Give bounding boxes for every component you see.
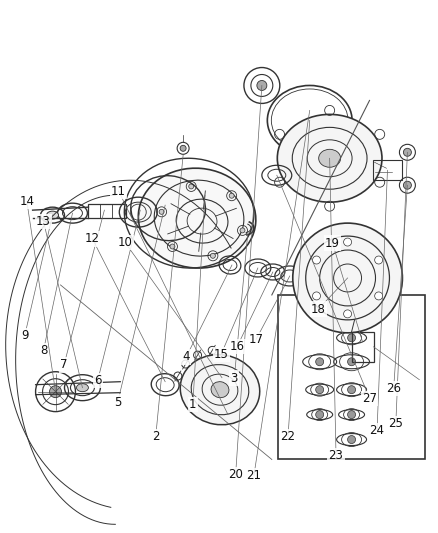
Circle shape: [374, 256, 383, 264]
Text: 21: 21: [247, 469, 261, 482]
Text: 18: 18: [311, 303, 326, 316]
Circle shape: [348, 334, 356, 342]
Text: 3: 3: [230, 372, 238, 385]
Bar: [352, 332, 374, 362]
Circle shape: [348, 410, 356, 418]
Circle shape: [313, 256, 321, 264]
Circle shape: [374, 292, 383, 300]
Text: 8: 8: [40, 344, 47, 357]
Text: 12: 12: [85, 232, 100, 245]
Circle shape: [229, 193, 234, 198]
Ellipse shape: [211, 382, 229, 398]
Circle shape: [343, 238, 352, 246]
Circle shape: [49, 386, 61, 398]
Circle shape: [316, 386, 324, 394]
Bar: [372, 160, 403, 180]
Circle shape: [240, 228, 245, 233]
Circle shape: [210, 253, 215, 259]
Text: 10: 10: [118, 236, 133, 249]
Circle shape: [348, 308, 356, 316]
Circle shape: [343, 310, 352, 318]
Circle shape: [403, 181, 411, 189]
Bar: [88, 204, 126, 218]
Circle shape: [159, 209, 164, 214]
Text: 5: 5: [114, 395, 121, 409]
Text: 20: 20: [228, 469, 243, 481]
Circle shape: [348, 435, 356, 443]
Text: 25: 25: [389, 417, 403, 430]
Circle shape: [348, 358, 356, 366]
Circle shape: [257, 80, 267, 91]
Text: 17: 17: [249, 333, 264, 346]
Text: 13: 13: [36, 215, 51, 228]
Text: 19: 19: [325, 237, 340, 249]
Text: 23: 23: [328, 449, 343, 462]
Ellipse shape: [46, 211, 59, 219]
Circle shape: [316, 358, 324, 366]
Ellipse shape: [319, 149, 341, 167]
Text: 22: 22: [280, 430, 296, 443]
Text: 6: 6: [94, 374, 101, 387]
Text: 24: 24: [370, 424, 385, 437]
Ellipse shape: [138, 168, 256, 268]
Ellipse shape: [277, 115, 382, 202]
Text: 1: 1: [189, 398, 197, 411]
Circle shape: [348, 386, 356, 394]
Text: 9: 9: [21, 329, 28, 342]
Text: 15: 15: [214, 348, 229, 361]
Text: 4: 4: [183, 350, 190, 364]
Circle shape: [189, 184, 194, 189]
Circle shape: [316, 410, 324, 418]
Bar: [278, 295, 425, 459]
Text: 14: 14: [19, 195, 35, 208]
Text: 26: 26: [386, 382, 401, 395]
Circle shape: [293, 223, 403, 333]
Ellipse shape: [180, 354, 260, 425]
Circle shape: [403, 148, 411, 156]
Circle shape: [170, 244, 175, 249]
Circle shape: [180, 146, 186, 151]
Text: 16: 16: [230, 340, 245, 353]
Text: 11: 11: [111, 184, 126, 198]
Text: 2: 2: [152, 430, 159, 443]
Ellipse shape: [77, 384, 88, 392]
Text: 27: 27: [362, 392, 377, 405]
Circle shape: [313, 292, 321, 300]
Text: 7: 7: [60, 358, 68, 372]
